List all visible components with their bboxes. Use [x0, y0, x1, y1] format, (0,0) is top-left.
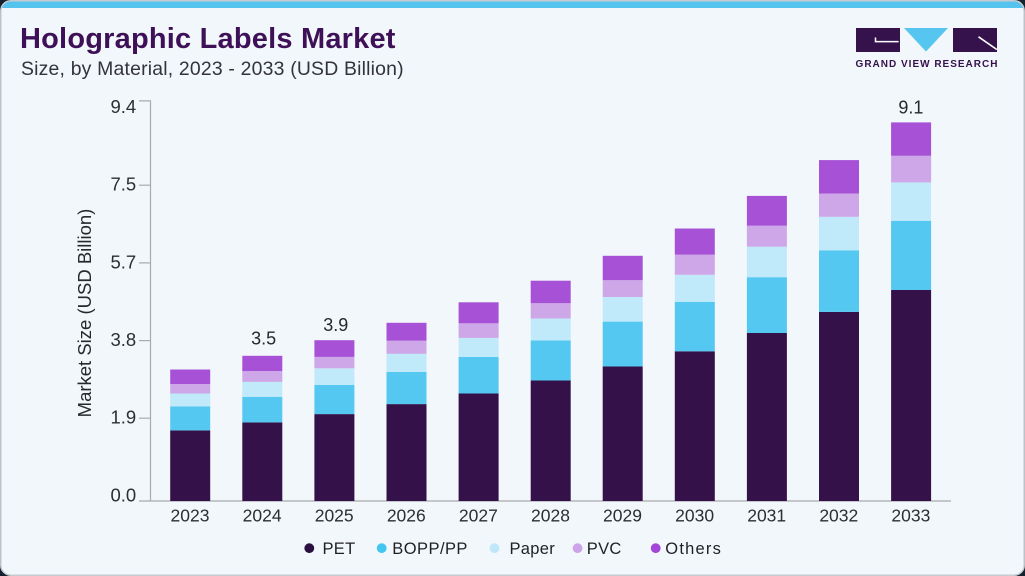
svg-text:BOPP/PP: BOPP/PP — [392, 540, 468, 558]
svg-text:Paper: Paper — [510, 540, 556, 558]
svg-text:2024: 2024 — [243, 505, 282, 525]
svg-text:3.8: 3.8 — [110, 329, 136, 350]
svg-text:PET: PET — [323, 540, 356, 558]
svg-text:2027: 2027 — [459, 505, 498, 525]
svg-text:2029: 2029 — [603, 505, 642, 525]
svg-text:PVC: PVC — [587, 540, 622, 558]
svg-text:2026: 2026 — [387, 505, 426, 525]
svg-text:Size, by Material, 2023 - 2033: Size, by Material, 2023 - 2033 (USD Bill… — [21, 58, 404, 80]
svg-text:0.0: 0.0 — [110, 485, 136, 506]
svg-text:2023: 2023 — [171, 505, 210, 525]
svg-text:2030: 2030 — [675, 505, 714, 525]
svg-text:9.1: 9.1 — [898, 97, 923, 117]
svg-text:9.4: 9.4 — [110, 96, 136, 117]
svg-text:1.9: 1.9 — [110, 407, 136, 428]
svg-text:7.5: 7.5 — [110, 174, 136, 195]
svg-text:Others: Others — [665, 540, 722, 558]
svg-text:3.9: 3.9 — [323, 315, 348, 335]
svg-text:2031: 2031 — [747, 505, 786, 525]
svg-text:3.5: 3.5 — [251, 328, 276, 348]
svg-text:2032: 2032 — [819, 505, 858, 525]
svg-text:2028: 2028 — [531, 505, 570, 525]
svg-text:GRAND VIEW RESEARCH: GRAND VIEW RESEARCH — [856, 59, 999, 70]
svg-text:2025: 2025 — [315, 505, 354, 525]
svg-text:2033: 2033 — [891, 505, 930, 525]
svg-text:5.7: 5.7 — [110, 251, 136, 272]
svg-text:Market Size (USD Billion): Market Size (USD Billion) — [74, 209, 95, 418]
svg-text:Holographic Labels Market: Holographic Labels Market — [20, 23, 396, 55]
